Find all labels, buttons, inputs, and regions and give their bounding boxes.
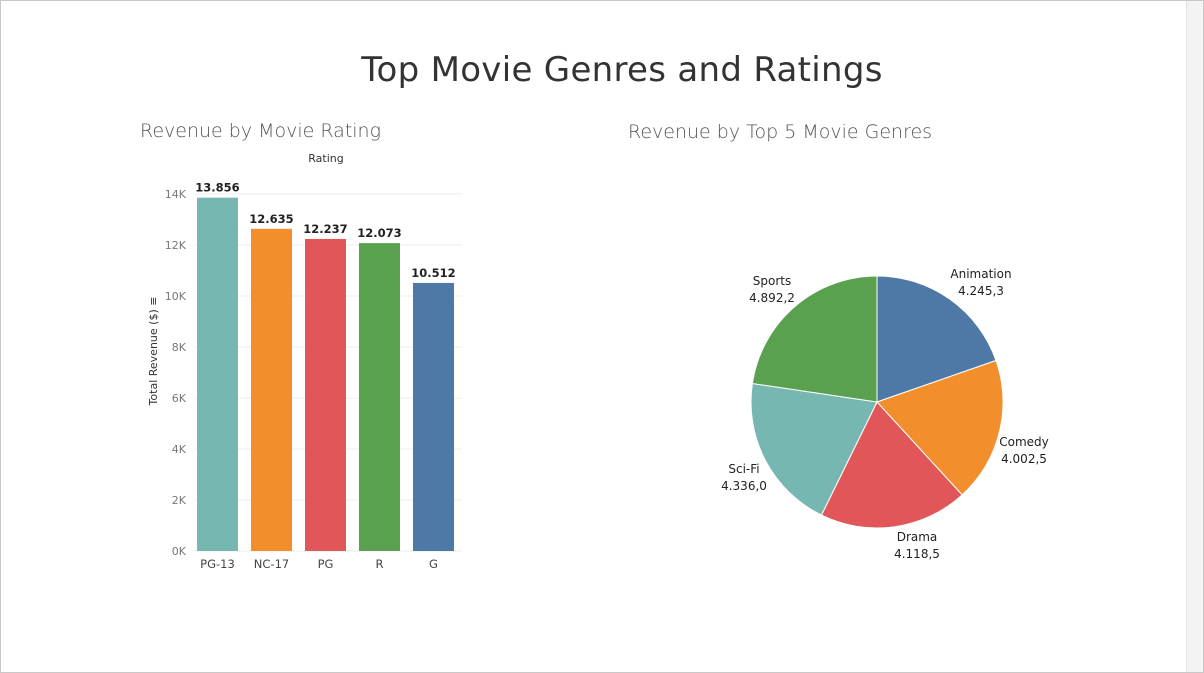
y-tick-label: 0K: [172, 545, 187, 558]
data-label: 12.635: [249, 212, 293, 226]
slice-value-label: 4.892,2: [749, 291, 795, 305]
x-tick-label: NC-17: [254, 557, 289, 571]
pie-slice-drama: [820, 401, 963, 529]
slice-label: Sci-Fi: [728, 462, 759, 476]
pie-slice-sports: [751, 275, 878, 403]
slice-value-label: 4.336,0: [721, 479, 767, 493]
bar-g: [413, 282, 454, 551]
y-tick-label: 6K: [172, 392, 187, 405]
dashboard-title: Top Movie Genres and Ratings: [361, 50, 883, 90]
right-scroll-edge: [1186, 1, 1203, 672]
bar-nc-17: [251, 228, 292, 551]
y-tick-label: 4K: [172, 443, 187, 456]
x-tick-label: PG: [318, 557, 334, 571]
y-tick-label: 12K: [165, 239, 187, 252]
pie-chart-title: Revenue by Top 5 Movie Genres: [628, 121, 933, 143]
slice-label: Animation: [950, 267, 1011, 281]
data-label: 12.073: [357, 226, 401, 240]
y-tick-label: 2K: [172, 494, 187, 507]
slice-label: Drama: [897, 530, 938, 544]
x-tick-label: R: [376, 557, 384, 571]
slice-value-label: 4.002,5: [1001, 452, 1047, 466]
slice-value-label: 4.245,3: [958, 284, 1004, 298]
bar-r: [359, 243, 400, 552]
y-tick-label: 10K: [165, 290, 187, 303]
x-tick-label: G: [429, 557, 438, 571]
data-label: 13.856: [195, 181, 239, 195]
x-tick-label: PG-13: [200, 557, 235, 571]
y-axis-label: Total Revenue ($) ≡: [147, 297, 160, 407]
data-label: 10.512: [411, 266, 455, 280]
slice-value-label: 4.118,5: [894, 547, 940, 561]
data-label: 12.237: [303, 222, 347, 236]
bar-chart-title: Revenue by Movie Rating: [140, 120, 381, 142]
bar-pg-13: [197, 197, 238, 551]
pie-slice-sci-fi: [750, 382, 878, 516]
y-tick-label: 8K: [172, 341, 187, 354]
y-tick-label: 14K: [165, 188, 187, 201]
slice-label: Comedy: [999, 435, 1049, 449]
column-header: Rating: [308, 152, 343, 165]
bar-pg: [305, 238, 346, 552]
slice-label: Sports: [753, 274, 791, 288]
pie-slice-comedy: [876, 359, 1004, 496]
